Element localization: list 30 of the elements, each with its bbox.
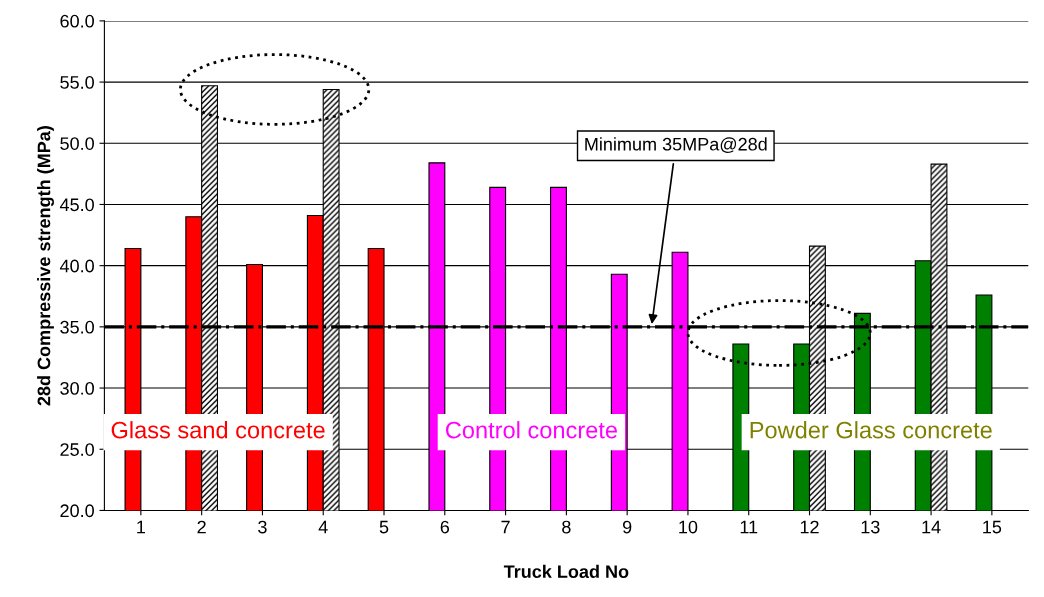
x-tick-label: 2 <box>197 520 206 534</box>
x-tick-label: 11 <box>740 520 758 534</box>
x-tick-label: 14 <box>922 520 941 534</box>
x-tick-label: 3 <box>258 520 267 534</box>
x-tick-label: 6 <box>440 520 450 534</box>
x-tick-label: 4 <box>318 520 328 534</box>
y-tick-label: 25.0 <box>60 443 94 456</box>
y-tick-label: 45.0 <box>59 198 94 212</box>
ref-line-label: Minimum 35MPa@28d <box>585 137 767 153</box>
y-tick-label: 30.0 <box>60 381 94 395</box>
annotation: Glass sand concrete <box>111 421 325 439</box>
y-tick-label: 40.0 <box>59 259 94 273</box>
y-tick-label: 50.0 <box>60 137 94 150</box>
x-tick-label: 10 <box>679 520 698 534</box>
x-tick-label: 13 <box>861 520 880 534</box>
y-tick-label: 60.0 <box>60 14 94 28</box>
x-tick-label: 7 <box>501 520 510 534</box>
x-tick-label: 1 <box>137 520 146 534</box>
annotation: Powder Glass concrete <box>750 421 992 439</box>
y-tick-label: 20.0 <box>60 504 94 518</box>
x-tick-label: 12 <box>800 520 819 534</box>
x-tick-label: 9 <box>622 520 632 534</box>
y-tick-label: 55.0 <box>60 76 94 89</box>
x-tick-label: 15 <box>983 520 1002 534</box>
x-tick-label: 8 <box>562 520 571 534</box>
y-axis-title: 28d Compressive strength (MPa) <box>37 126 54 406</box>
x-axis-title: Truck Load No <box>503 564 629 579</box>
annotation: Control concrete <box>446 421 617 439</box>
x-tick-label: 5 <box>379 520 389 534</box>
y-tick-label: 35.0 <box>60 320 94 334</box>
